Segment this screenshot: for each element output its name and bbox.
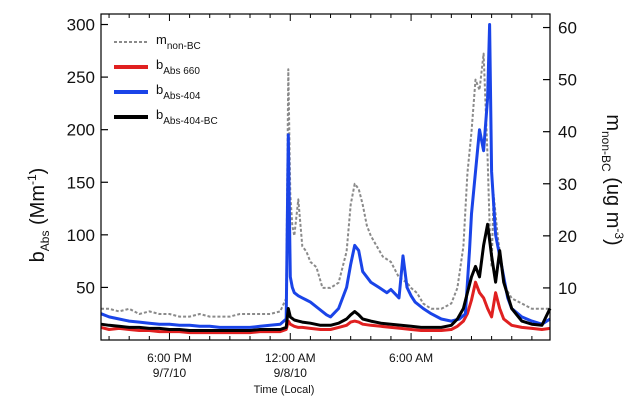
y-right-tick-label: 10: [558, 279, 577, 298]
legend-label: bAbs-404: [156, 82, 201, 102]
y-right-tick-label: 20: [558, 227, 577, 246]
right-axis: 10 20 30 40 50 60: [543, 19, 577, 298]
legend-label: mnon-BC: [156, 32, 201, 52]
series-line-b-abs-404-bc: [100, 222, 552, 332]
x-axis: 6:00 PM9/7/10 12:00 AM9/8/10 6:00 AM: [108, 14, 533, 380]
legend: mnon-BC bAbs 660 bAbs-404 bAbs-404-BC: [114, 32, 218, 127]
series-line-m-non-bc: [101, 52, 550, 318]
y-left-tick-label: 250: [67, 68, 95, 87]
x-tick-sublabel: 9/7/10: [153, 366, 187, 380]
x-axis-title: Time (Local): [254, 384, 315, 396]
y-axis-left-title: bAbs (Mm-1): [25, 168, 52, 263]
x-tick-label: 6:00 PM: [147, 351, 192, 365]
x-tick-sublabel: 9/8/10: [274, 366, 308, 380]
x-tick-label: 6:00 AM: [389, 351, 433, 365]
legend-label: bAbs 660: [156, 57, 200, 77]
y-right-tick-label: 60: [558, 19, 577, 38]
y-left-tick-label: 150: [67, 173, 95, 192]
y-left-tick-label: 300: [67, 16, 95, 35]
y-axis-right-title: mnon-BC (ug m-3): [599, 114, 626, 245]
y-left-tick-label: 200: [67, 121, 95, 140]
y-left-tick-label: 100: [67, 226, 95, 245]
plot-frame: [100, 13, 551, 341]
y-right-tick-label: 40: [558, 123, 577, 142]
y-left-tick-label: 50: [76, 278, 95, 297]
legend-label: bAbs-404-BC: [156, 107, 218, 127]
series-line-b-abs-660: [100, 280, 551, 335]
y-right-tick-label: 50: [558, 71, 577, 90]
series-layer: [100, 23, 552, 335]
left-axis: 50 100 150 200 250 300: [67, 16, 108, 297]
x-tick-label: 12:00 AM: [265, 351, 316, 365]
y-right-tick-label: 30: [558, 175, 577, 194]
series-line-b-abs-404: [100, 23, 551, 329]
